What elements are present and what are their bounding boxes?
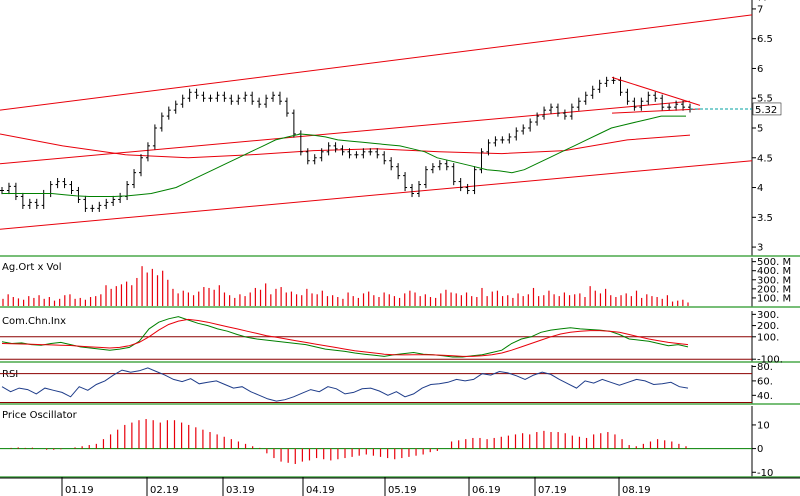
x-tick-label: 06.19	[472, 485, 501, 496]
y-tick-label: 0	[757, 444, 763, 455]
x-tick-label: 05.19	[388, 485, 417, 496]
moving-average-line	[2, 115, 686, 197]
price-panel: 3 3.5 4 4.5 5 5.5 6 6.5 77. 5.32	[0, 0, 800, 257]
y-tick-label: 5.5	[757, 94, 773, 105]
cci-series-line	[1, 318, 689, 357]
panel-title: RSI	[2, 369, 18, 380]
channel-line-lower	[0, 160, 753, 230]
y-tick-label: 40.	[757, 391, 773, 402]
regression-curve	[0, 133, 691, 159]
last-price-box	[752, 102, 782, 116]
triangle-upper	[611, 76, 701, 106]
y-tick-label: 6.5	[757, 34, 773, 45]
y-tick-label: 200.	[757, 321, 779, 332]
y-tick-label: 5	[757, 124, 763, 135]
rsi-panel: 40. 60. 80. RSI	[0, 362, 800, 405]
y-tick-label: 7.	[757, 0, 767, 4]
x-tick-label: 04.19	[306, 485, 335, 496]
y-tick-label: 400. M	[757, 266, 791, 277]
channel-line-middle	[0, 100, 691, 165]
x-tick-label: 08.19	[622, 485, 651, 496]
y-tick-label: 10	[757, 420, 770, 431]
y-tick-label: 300.	[757, 310, 779, 321]
cci-series-line	[1, 316, 689, 358]
y-tick-label: 60.	[757, 376, 773, 387]
y-tick-label: 80.	[757, 362, 773, 373]
cci-panel: -100. 100.200.300. Com.Chn.Inx	[0, 310, 800, 366]
x-axis: 01.19 02.19 03.19 04.19 05.19 06.19 07.19 08.19	[0, 477, 800, 496]
y-tick-label: 300. M	[757, 275, 791, 286]
x-tick-label: 02.19	[150, 485, 179, 496]
y-tick-label: 200. M	[757, 284, 791, 295]
x-tick-label: 07.19	[538, 485, 567, 496]
y-tick-label: 4	[757, 183, 763, 194]
x-tick-label: 03.19	[226, 485, 255, 496]
y-tick-label: 6	[757, 64, 763, 75]
y-tick-label: 3.5	[757, 213, 773, 224]
y-tick-label: 100. M	[757, 293, 791, 304]
y-tick-label: 4.5	[757, 153, 773, 164]
y-tick-label: 3	[757, 243, 763, 254]
channel-line-upper	[0, 14, 753, 111]
triangle-lower	[611, 108, 701, 114]
y-tick-label: -10	[757, 468, 773, 479]
x-tick-label: 01.19	[65, 485, 94, 496]
y-tick-label: 500. M	[757, 257, 791, 268]
price-oscillator-panel: -10 0 10 Price Oscillator	[0, 406, 800, 479]
panel-title: Ag.Ort x Vol	[2, 262, 62, 273]
y-tick-label: -100.	[757, 355, 783, 366]
last-price-label: 5.32	[755, 105, 777, 116]
y-tick-label: 7	[757, 4, 763, 15]
rsi-line	[1, 367, 689, 402]
panel-title: Price Oscillator	[2, 410, 78, 421]
panel-title: Com.Chn.Inx	[2, 316, 66, 327]
y-tick-label: 100.	[757, 332, 779, 343]
